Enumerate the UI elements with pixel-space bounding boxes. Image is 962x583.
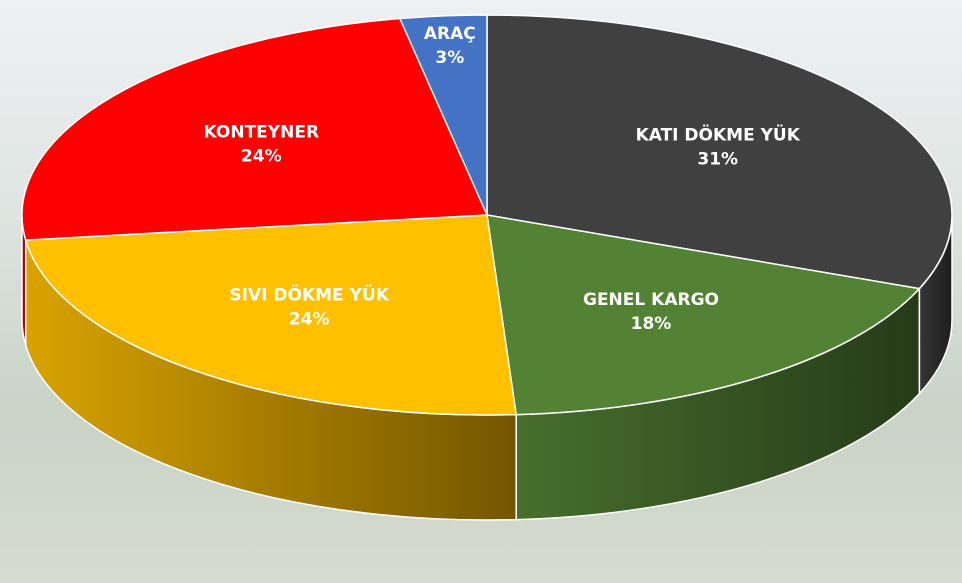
slice-category-label: GENEL KARGO [583,290,719,310]
slice-value-label: 31% [697,150,738,170]
slice-category-label: KATI DÖKME YÜK [636,124,801,146]
pie-sides [21,214,953,521]
slice-category-label: KONTEYNER [204,122,320,142]
pie-tops [21,14,953,416]
slice [24,214,518,416]
slice-category-label: ARAÇ [424,24,476,44]
slice [398,14,488,216]
slice-category-label: SIVI DÖKME YÜK [229,283,389,305]
pie-labels: KATI DÖKME YÜK 31% GENEL KARGO 18% SIVI DÖKM… [204,24,801,334]
slice [21,17,489,241]
slice-value-label: 24% [289,309,330,329]
slice-value-label: 24% [241,146,282,166]
slice-value-label: 18% [631,314,672,334]
slice-value-label: 3% [435,48,464,68]
slice [486,214,921,416]
slice [486,14,953,290]
